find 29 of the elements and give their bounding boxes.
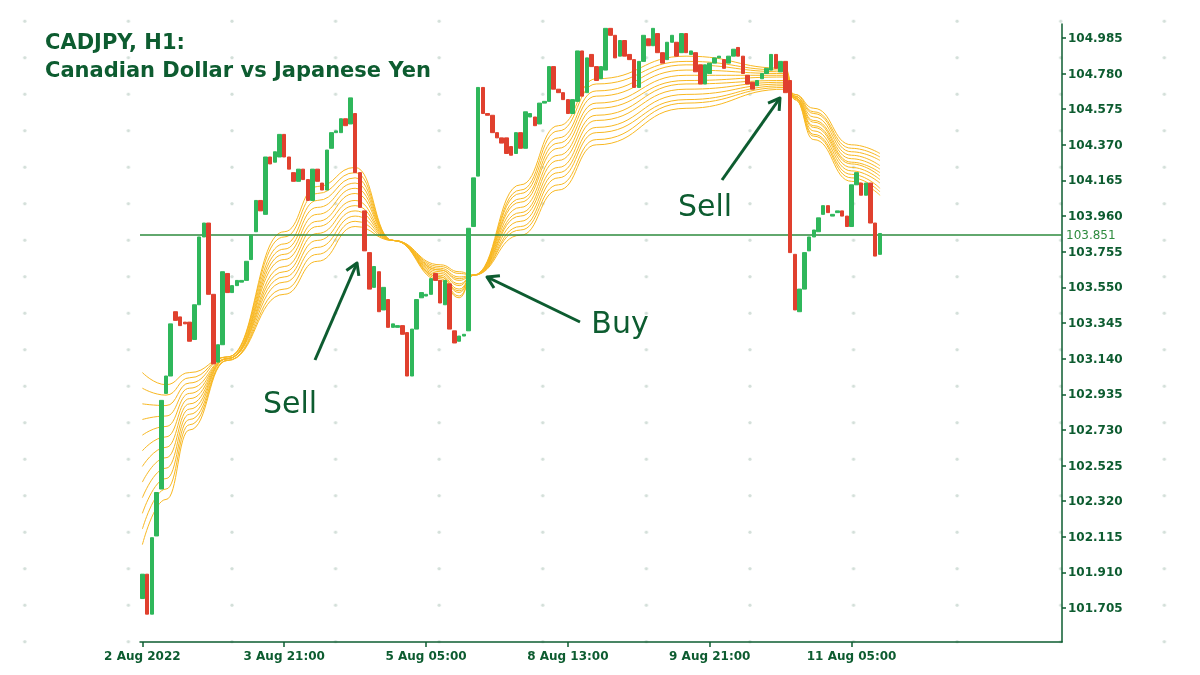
annotation: Sell [677, 187, 733, 223]
y-tick-label: 102.730 [1068, 422, 1123, 437]
annotation: Sell [262, 384, 318, 420]
y-tick-label: 102.115 [1068, 529, 1123, 544]
text: Canadian Dollar vs Japanese Yen [45, 57, 431, 82]
y-tick-label: 103.960 [1068, 209, 1123, 224]
y-tick-label: 103.345 [1068, 316, 1123, 330]
y-tick-label: 101.910 [1068, 565, 1123, 580]
y-tick-label: 103.755 [1068, 244, 1123, 259]
y-tick-label: 104.370 [1068, 137, 1123, 152]
chart-title: CADJPY, H1: [45, 29, 185, 54]
x-tick-label: 8 Aug 13:00 [527, 649, 609, 663]
y-tick-label: 104.780 [1068, 66, 1123, 81]
y-tick-label: 102.935 [1068, 387, 1123, 402]
ref-line-label: 103.851 [1066, 228, 1116, 243]
x-tick-label: 3 Aug 21:00 [243, 649, 325, 663]
x-tick-label: 9 Aug 21:00 [669, 649, 751, 663]
y-tick-label: 103.550 [1068, 280, 1123, 295]
y-tick-label: 104.985 [1068, 30, 1123, 45]
y-tick-label: 102.525 [1068, 458, 1123, 473]
annotation: Buy [591, 304, 649, 340]
y-tick-label: 104.165 [1068, 173, 1123, 188]
y-tick-label: 103.140 [1068, 351, 1123, 366]
y-tick-label: 101.705 [1068, 601, 1123, 616]
x-tick-label: 11 Aug 05:00 [806, 649, 897, 663]
y-tick-label: 104.575 [1068, 102, 1123, 117]
y-tick-label: 102.320 [1068, 494, 1123, 509]
x-tick-label: 2 Aug 2022 [104, 649, 181, 663]
x-tick-label: 5 Aug 05:00 [385, 649, 467, 663]
